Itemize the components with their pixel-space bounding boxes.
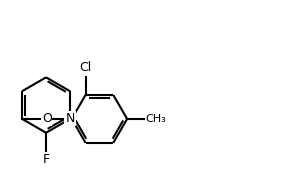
Text: O: O [42, 112, 52, 125]
Text: Cl: Cl [80, 61, 92, 74]
Text: CH₃: CH₃ [145, 114, 166, 124]
Text: F: F [42, 153, 50, 166]
Text: N: N [65, 112, 75, 125]
